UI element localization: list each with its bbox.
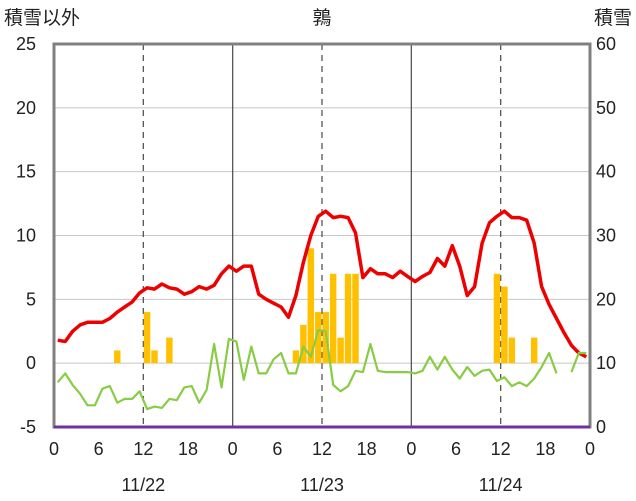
right-y-tick-label: 40 bbox=[596, 162, 616, 182]
snowfall-bar bbox=[292, 350, 300, 364]
x-tick-label: 0 bbox=[585, 439, 595, 459]
snowfall-bar bbox=[508, 337, 516, 364]
left-y-tick-label: 20 bbox=[16, 98, 36, 118]
right-y-tick-label: 20 bbox=[596, 289, 616, 309]
x-tick-label: 6 bbox=[451, 439, 461, 459]
date-label: 11/22 bbox=[121, 475, 165, 495]
snowfall-bar bbox=[329, 273, 337, 364]
right-y-tick-label: 30 bbox=[596, 226, 616, 246]
x-tick-label: 0 bbox=[228, 439, 238, 459]
green-series-line bbox=[570, 351, 587, 373]
red-series-line bbox=[57, 209, 588, 359]
x-tick-label: 0 bbox=[49, 439, 59, 459]
snowfall-bar bbox=[315, 312, 322, 364]
snowfall-bars bbox=[114, 248, 538, 364]
series-lines bbox=[56, 209, 588, 411]
green-series-line bbox=[56, 328, 558, 411]
snowfall-bar bbox=[151, 350, 158, 364]
plot-frame bbox=[52, 42, 592, 429]
snowfall-bar bbox=[114, 350, 121, 364]
x-tick-label: 12 bbox=[133, 439, 153, 459]
snowfall-bar bbox=[143, 312, 151, 364]
left-y-tick-label: 5 bbox=[26, 289, 36, 309]
left-y-tick-label: -5 bbox=[20, 417, 36, 437]
right-y-tick-label: 50 bbox=[596, 98, 616, 118]
left-y-tick-label: 10 bbox=[16, 226, 36, 246]
x-tick-label: 0 bbox=[406, 439, 416, 459]
x-tick-label: 18 bbox=[535, 439, 555, 459]
snowfall-bar bbox=[501, 286, 508, 364]
snowfall-bar bbox=[166, 337, 173, 364]
snowfall-bar bbox=[493, 273, 501, 364]
snowfall-bar bbox=[344, 273, 352, 364]
snowfall-bar bbox=[300, 324, 307, 364]
snowfall-bar bbox=[352, 273, 359, 364]
grid-lines bbox=[54, 44, 590, 427]
snowfall-bar bbox=[337, 337, 344, 364]
left-y-tick-label: 0 bbox=[26, 353, 36, 373]
left-y-tick-label: 25 bbox=[16, 34, 36, 54]
right-axis-title: 積雪 bbox=[594, 7, 632, 29]
snowfall-bar bbox=[307, 248, 315, 364]
right-y-tick-label: 10 bbox=[596, 353, 616, 373]
date-label: 11/24 bbox=[479, 475, 523, 495]
date-label: 11/23 bbox=[300, 475, 344, 495]
left-axis-title: 積雪以外 bbox=[4, 7, 80, 29]
right-y-tick-label: 60 bbox=[596, 34, 616, 54]
x-tick-label: 6 bbox=[272, 439, 282, 459]
right-y-tick-label: 0 bbox=[596, 417, 606, 437]
x-tick-label: 12 bbox=[491, 439, 511, 459]
chart-title: 鶉 bbox=[312, 7, 331, 29]
x-tick-label: 6 bbox=[94, 439, 104, 459]
left-y-tick-label: 15 bbox=[16, 162, 36, 182]
x-tick-label: 18 bbox=[178, 439, 198, 459]
snowfall-bar bbox=[530, 337, 538, 364]
x-tick-label: 18 bbox=[357, 439, 377, 459]
x-tick-label: 12 bbox=[312, 439, 332, 459]
